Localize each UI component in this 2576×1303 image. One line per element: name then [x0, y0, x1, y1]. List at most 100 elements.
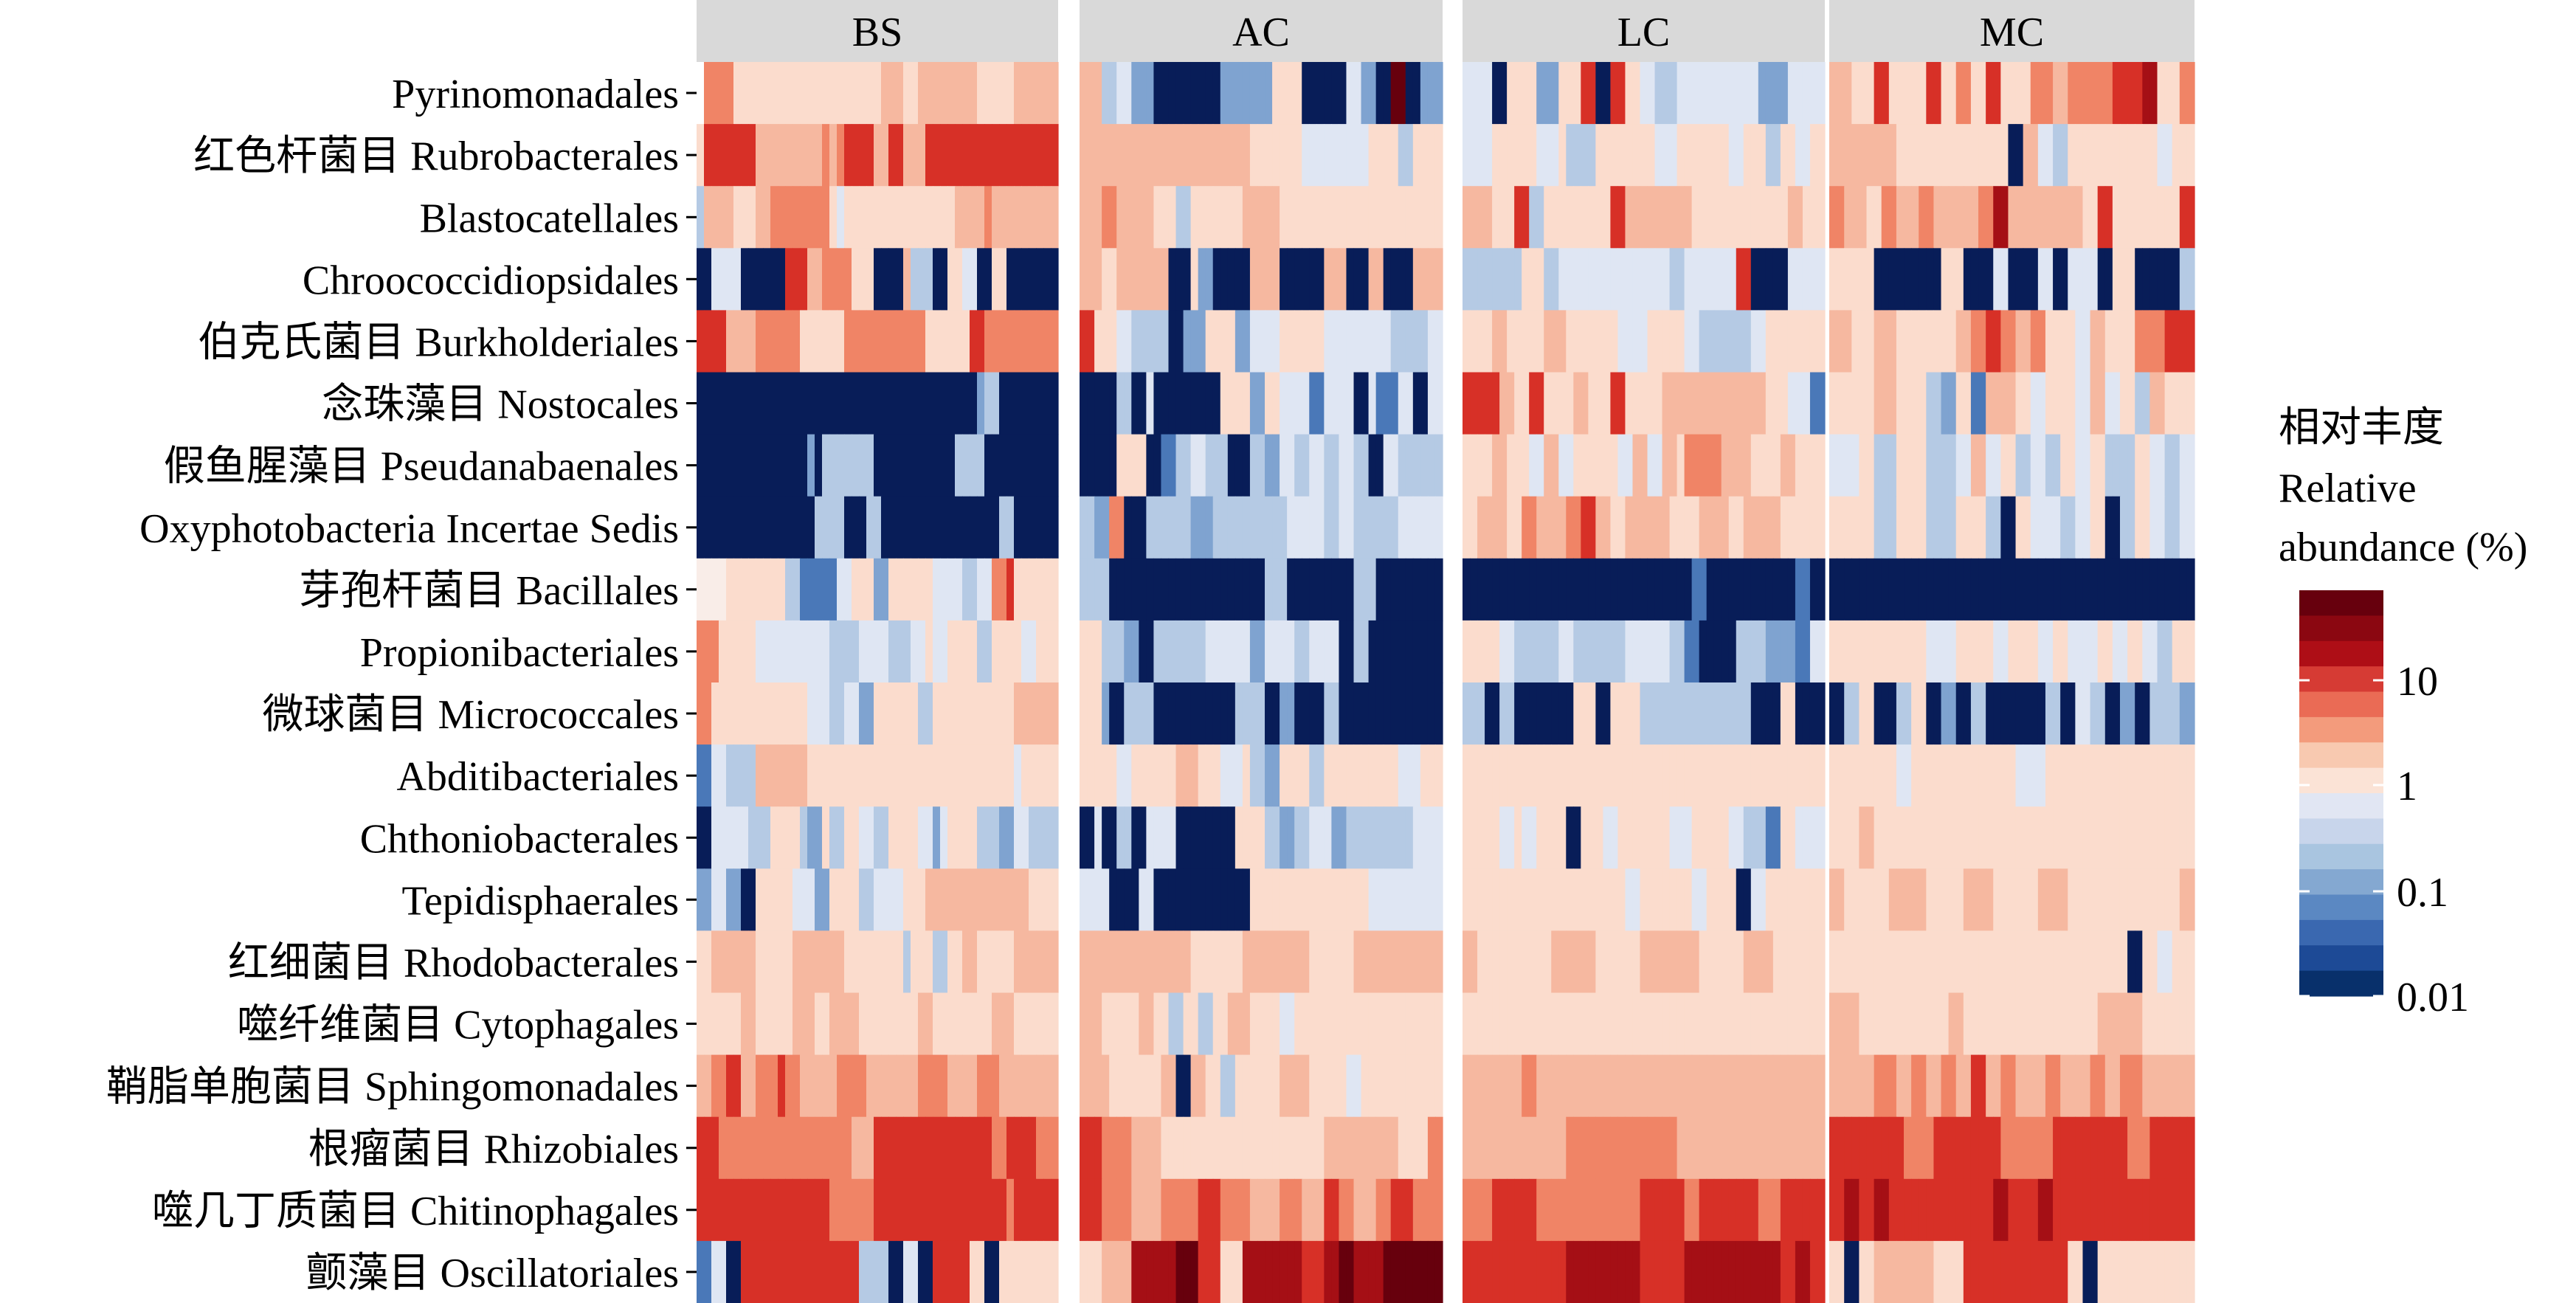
heatmap-cell: [756, 496, 764, 559]
heatmap-cell: [1632, 744, 1641, 807]
row-label: Pyrinomonadales: [392, 72, 679, 117]
heatmap-cell: [1146, 620, 1155, 683]
heatmap-cell: [2135, 1116, 2143, 1180]
heatmap-cell: [2097, 930, 2106, 994]
heatmap-cell: [1507, 496, 1515, 559]
heatmap-cell: [726, 930, 734, 994]
heatmap-cell: [763, 372, 771, 435]
heatmap-cell: [1235, 744, 1243, 807]
heatmap-cell: [2119, 992, 2128, 1056]
heatmap-cell: [733, 248, 742, 311]
heatmap-cell: [837, 1178, 845, 1242]
heatmap-cell: [726, 124, 734, 187]
heatmap-cell: [1249, 248, 1258, 311]
heatmap-cell: [748, 186, 756, 249]
heatmap-cell: [2008, 620, 2017, 683]
heatmap-cell: [1272, 744, 1280, 807]
heatmap-cell: [1566, 868, 1574, 931]
heatmap-cell: [1625, 620, 1634, 683]
heatmap-cell: [1603, 124, 1612, 187]
heatmap-cell: [1970, 1240, 1979, 1303]
heatmap-cell: [2023, 620, 2031, 683]
heatmap-cell: [1190, 372, 1199, 435]
heatmap-cell: [1817, 1178, 1826, 1242]
heatmap-cell: [1470, 620, 1478, 683]
heatmap-cell: [1881, 1116, 1890, 1180]
heatmap-cell: [1684, 1240, 1693, 1303]
heatmap-cell: [1963, 496, 1972, 559]
heatmap-cell: [697, 1116, 705, 1180]
heatmap-cell: [947, 1054, 956, 1118]
heatmap-cell: [1837, 124, 1845, 187]
heatmap-cell: [977, 1240, 985, 1303]
heatmap-cell: [837, 868, 845, 931]
heatmap-cell: [2112, 434, 2121, 497]
heatmap-cell: [1654, 1178, 1663, 1242]
heatmap-cell: [697, 124, 705, 187]
heatmap-cell: [1963, 1240, 1972, 1303]
heatmap-cell: [1522, 310, 1530, 373]
heatmap-cell: [1684, 744, 1693, 807]
heatmap-cell: [992, 1178, 1000, 1242]
heatmap-cell: [1743, 682, 1752, 745]
heatmap-cell: [1036, 310, 1044, 373]
heatmap-cell: [770, 186, 778, 249]
heatmap-cell: [1881, 434, 1890, 497]
heatmap-cell: [815, 744, 823, 807]
heatmap-cell: [807, 1116, 815, 1180]
heatmap-cell: [1485, 868, 1493, 931]
heatmap-cell: [1309, 1178, 1317, 1242]
heatmap-cell: [888, 1240, 897, 1303]
heatmap-cell: [1522, 1054, 1530, 1118]
heatmap-cell: [1544, 868, 1552, 931]
heatmap-cell: [1684, 620, 1693, 683]
heatmap-cell: [711, 496, 719, 559]
heatmap-cell: [1146, 124, 1155, 187]
heatmap-cell: [1706, 558, 1715, 621]
heatmap-cell: [704, 992, 712, 1056]
heatmap-cell: [1116, 558, 1125, 621]
heatmap-cell: [748, 806, 756, 869]
heatmap-cell: [1361, 372, 1370, 435]
heatmap-cell: [1817, 682, 1826, 745]
heatmap-cell: [1383, 682, 1392, 745]
heatmap-cell: [1787, 310, 1796, 373]
heatmap-cell: [1721, 1240, 1730, 1303]
heatmap-cell: [2149, 310, 2158, 373]
heatmap-cell: [1427, 62, 1436, 125]
heatmap-cell: [962, 124, 970, 187]
heatmap-cell: [1220, 124, 1229, 187]
heatmap-cell: [1802, 1054, 1811, 1118]
heatmap-cell: [1434, 868, 1443, 931]
heatmap-cell: [1485, 930, 1493, 994]
heatmap-cell: [1888, 558, 1897, 621]
heatmap-cell: [1470, 992, 1478, 1056]
heatmap-cell: [1212, 186, 1221, 249]
heatmap-cell: [1087, 496, 1095, 559]
heatmap-cell: [1896, 186, 1905, 249]
heatmap-cell: [1368, 682, 1377, 745]
heatmap-cell: [1043, 186, 1052, 249]
heatmap-cell: [1829, 558, 1837, 621]
heatmap-cell: [1978, 434, 1986, 497]
heatmap-cell: [992, 682, 1000, 745]
heatmap-cell: [1588, 310, 1596, 373]
heatmap-cell: [1331, 930, 1340, 994]
heatmap-cell: [1699, 992, 1707, 1056]
heatmap-cell: [896, 1054, 904, 1118]
heatmap-cell: [1227, 248, 1236, 311]
heatmap-cell: [1014, 620, 1022, 683]
heatmap-cell: [933, 992, 941, 1056]
heatmap-cell: [1691, 1178, 1700, 1242]
heatmap-cell: [800, 992, 808, 1056]
heatmap-cell: [1529, 310, 1537, 373]
heatmap-cell: [1736, 620, 1744, 683]
heatmap-cell: [1859, 682, 1868, 745]
heatmap-cell: [1227, 124, 1236, 187]
heatmap-cell: [1728, 124, 1737, 187]
heatmap-cell: [2008, 806, 2017, 869]
heatmap-cell: [1758, 806, 1767, 869]
heatmap-cell: [925, 744, 933, 807]
heatmap-cell: [1316, 744, 1325, 807]
heatmap-cell: [719, 1178, 727, 1242]
